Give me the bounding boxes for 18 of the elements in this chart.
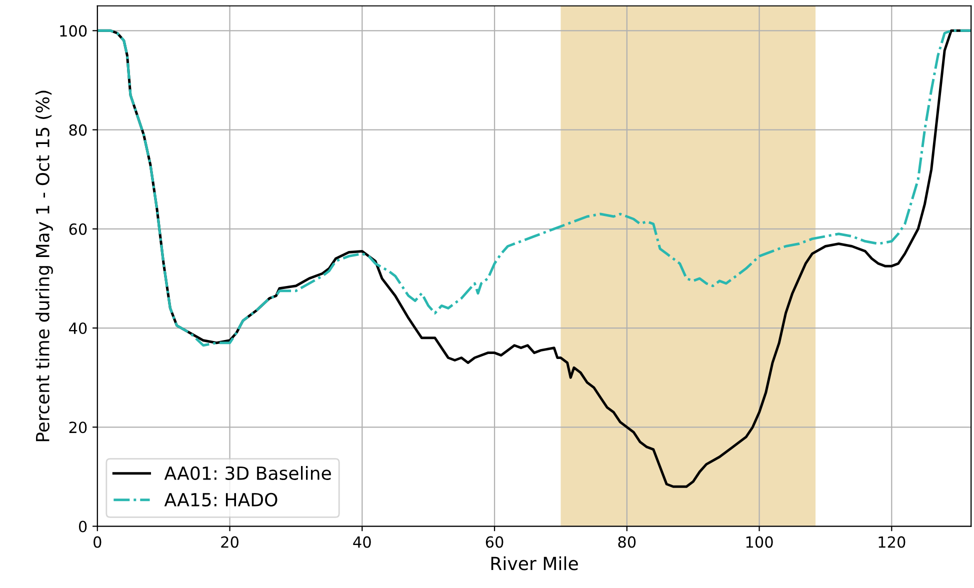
y-tick-label: 20 [69, 422, 87, 434]
y-axis-title: Percent time during May 1 - Oct 15 (%) [35, 90, 53, 442]
y-tick-label: 0 [78, 520, 87, 532]
y-tick-label: 60 [69, 223, 87, 235]
x-tick-label: 120 [878, 536, 906, 548]
y-tick-label: 80 [69, 124, 87, 136]
x-tick-label: 0 [94, 536, 102, 548]
x-tick-label: 60 [486, 536, 504, 548]
y-tick-label: 100 [60, 25, 87, 37]
x-tick-label: 40 [353, 536, 371, 548]
line-series [97, 29, 972, 347]
legend-label: AA15: HADO [164, 492, 278, 507]
x-tick-label: 80 [618, 536, 636, 548]
x-axis-title: River Mile [491, 556, 578, 570]
x-tick-label: 100 [746, 536, 773, 548]
x-tick-label: 20 [221, 536, 238, 548]
y-tick-label: 40 [68, 322, 87, 334]
legend-label: AA01: 3D Baseline [164, 466, 331, 480]
